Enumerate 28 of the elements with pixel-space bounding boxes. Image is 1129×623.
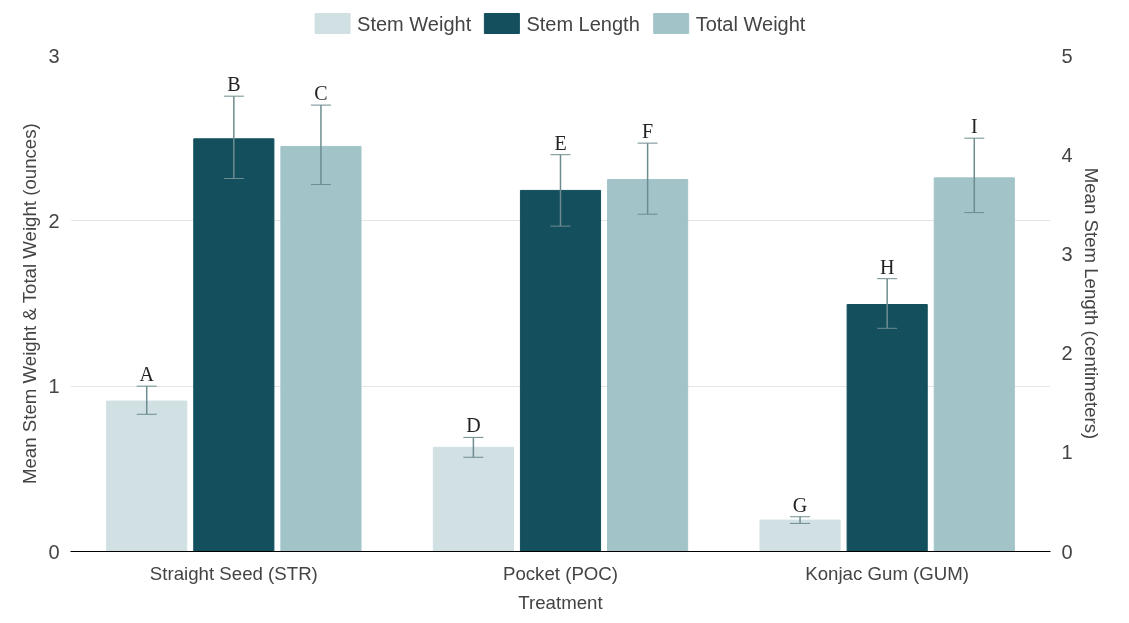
y2-tick-label: 3 — [1061, 242, 1073, 265]
legend-label: Stem Weight — [357, 12, 472, 35]
y-tick-label: 3 — [48, 44, 60, 67]
x-tick-label: Pocket (POC) — [502, 562, 619, 584]
annotation: C — [314, 82, 328, 105]
y-tick-label: 1 — [48, 375, 60, 398]
annotation: F — [642, 120, 654, 143]
annotation: A — [139, 363, 155, 386]
legend-label: Total Weight — [695, 12, 806, 35]
y2-tick-label: 4 — [1061, 143, 1073, 166]
annotation: I — [970, 115, 978, 138]
legend-label: Stem Length — [526, 12, 640, 35]
y-tick-label: 2 — [48, 209, 60, 232]
x-tick-label: Straight Seed (STR) — [149, 562, 318, 584]
y2-tick-label: 1 — [1061, 441, 1073, 464]
annotation: E — [554, 131, 567, 154]
annotation: H — [879, 255, 895, 278]
x-tick-label: Konjac Gum (GUM) — [805, 562, 970, 584]
annotation: D — [466, 414, 481, 437]
annotation: B — [227, 73, 241, 96]
x-axis-title: Treatment — [518, 591, 604, 613]
y2-tick-label: 2 — [1061, 342, 1073, 365]
y-axis-title: Mean Stem Weight & Total Weight (ounces) — [19, 123, 41, 485]
y2-tick-label: 5 — [1061, 44, 1073, 67]
annotation: G — [792, 493, 808, 516]
y2-tick-label: 0 — [1061, 540, 1073, 563]
y-tick-label: 0 — [48, 540, 60, 563]
y2-axis-title: Mean Stem Length (centimeters) — [1080, 167, 1102, 440]
